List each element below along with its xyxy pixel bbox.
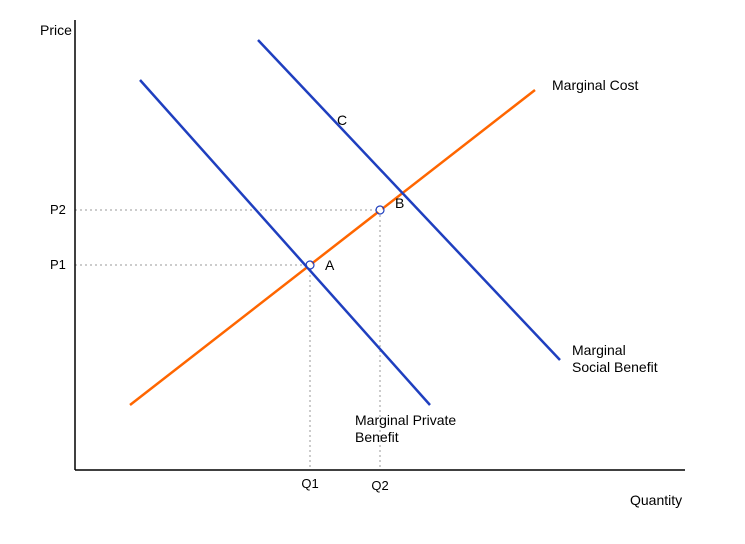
- point-c-label: C: [337, 112, 347, 128]
- marginal-cost-label: Marginal Cost: [552, 77, 638, 93]
- x-axis-label: Quantity: [630, 492, 682, 508]
- tick-p1: P1: [50, 257, 66, 272]
- point-a-marker-fill: [307, 262, 313, 268]
- tick-q2: Q2: [371, 478, 388, 493]
- point-b-label: B: [395, 195, 404, 211]
- point-a-label: A: [325, 257, 335, 273]
- marginal-private-benefit-label: Marginal Private Benefit: [355, 412, 460, 445]
- tick-q1: Q1: [301, 476, 318, 491]
- tick-p2: P2: [50, 202, 66, 217]
- chart-svg: Price Quantity P1 P2 Q1 Q2 Marginal Cost…: [0, 0, 745, 544]
- marginal-social-benefit-line: [258, 40, 560, 360]
- marginal-social-benefit-label: Marginal Social Benefit: [572, 342, 658, 375]
- externality-chart: Price Quantity P1 P2 Q1 Q2 Marginal Cost…: [0, 0, 745, 544]
- y-axis-label: Price: [40, 22, 72, 38]
- marginal-private-benefit-line: [140, 80, 430, 405]
- point-b-marker-fill: [377, 207, 383, 213]
